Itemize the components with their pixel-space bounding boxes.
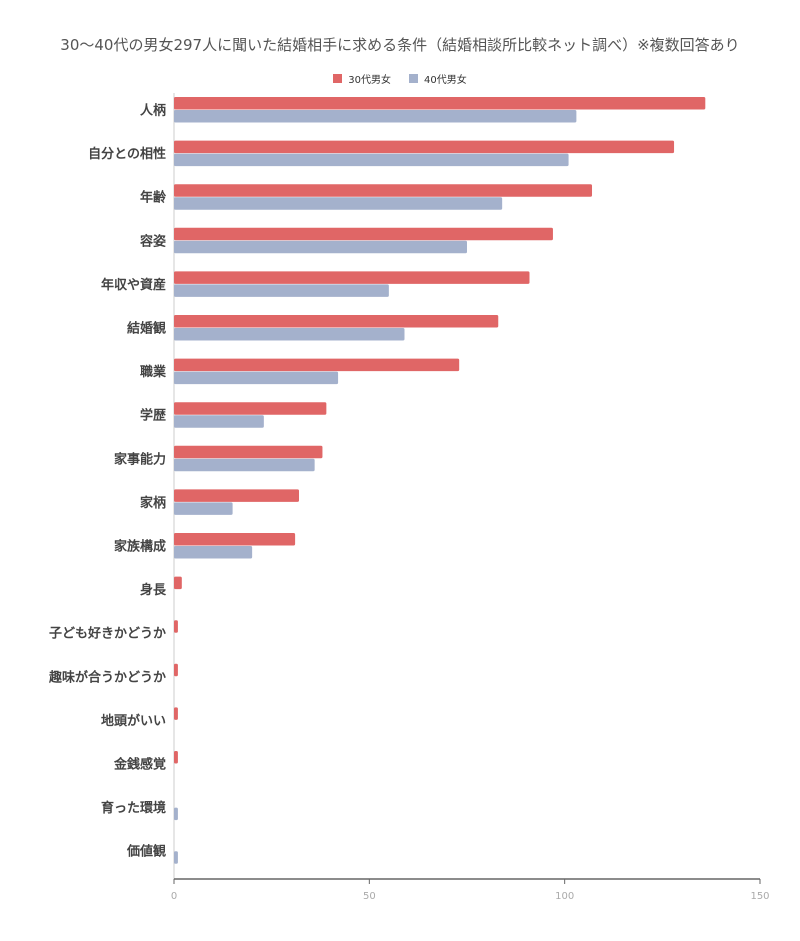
category-label: 家事能力 xyxy=(114,451,166,467)
category-label: 自分との相性 xyxy=(88,146,166,162)
category-label: 結婚観 xyxy=(127,321,166,337)
category-label: 趣味が合うかどうか xyxy=(48,669,166,685)
category-label: 家柄 xyxy=(140,495,166,511)
bar-30s-1[interactable] xyxy=(174,140,675,154)
chart-title: 30〜40代の男女297人に聞いた結婚相手に求める条件（結婚相談所比較ネット調べ… xyxy=(60,36,740,54)
legend-swatch-40s xyxy=(409,74,418,83)
bar-30s-12[interactable] xyxy=(174,620,178,633)
legend-item-40s[interactable]: 40代男女 xyxy=(409,71,467,86)
bar-40s-10[interactable] xyxy=(174,546,253,559)
bar-40s-8[interactable] xyxy=(174,458,315,472)
bar-40s-2[interactable] xyxy=(174,197,503,210)
x-tick-label: 0 xyxy=(171,891,177,902)
bar-40s-9[interactable] xyxy=(174,502,233,515)
category-label: 人柄 xyxy=(140,103,166,119)
category-label: 年収や資産 xyxy=(101,277,166,293)
legend-item-30s[interactable]: 30代男女 xyxy=(333,71,391,86)
category-label: 家族構成 xyxy=(114,539,166,555)
bar-30s-14[interactable] xyxy=(174,707,178,720)
bar-40s-6[interactable] xyxy=(174,371,339,385)
bar-40s-4[interactable] xyxy=(174,284,389,297)
legend: 30代男女 40代男女 xyxy=(0,71,800,86)
bar-30s-4[interactable] xyxy=(174,271,530,284)
bar-40s-17[interactable] xyxy=(174,851,178,864)
legend-label-40s: 40代男女 xyxy=(424,75,467,86)
category-label: 価値観 xyxy=(126,844,166,860)
bar-40s-5[interactable] xyxy=(174,328,405,341)
bar-40s-7[interactable] xyxy=(174,415,264,428)
bar-30s-15[interactable] xyxy=(174,751,178,764)
bar-30s-5[interactable] xyxy=(174,315,499,328)
bar-40s-0[interactable] xyxy=(174,110,577,123)
category-label: 育った環境 xyxy=(101,800,166,816)
category-label: 金銭感覚 xyxy=(113,757,166,773)
x-tick-label: 150 xyxy=(750,891,769,902)
bar-30s-0[interactable] xyxy=(174,97,706,110)
x-tick-label: 50 xyxy=(363,891,376,902)
bar-30s-2[interactable] xyxy=(174,184,593,197)
bar-30s-9[interactable] xyxy=(174,489,300,502)
category-label: 地頭がいい xyxy=(101,713,166,729)
category-label: 身長 xyxy=(140,582,167,598)
category-label: 職業 xyxy=(140,364,167,380)
x-tick-label: 100 xyxy=(555,891,574,902)
bar-30s-13[interactable] xyxy=(174,663,178,677)
bar-30s-8[interactable] xyxy=(174,445,323,459)
category-label: 子ども好きかどうか xyxy=(49,626,166,642)
category-label: 学歴 xyxy=(140,408,166,424)
bar-40s-16[interactable] xyxy=(174,807,178,821)
category-label: 容姿 xyxy=(139,233,166,249)
bar-30s-11[interactable] xyxy=(174,576,182,590)
bar-30s-3[interactable] xyxy=(174,227,553,241)
bar-40s-3[interactable] xyxy=(174,240,467,254)
legend-label-30s: 30代男女 xyxy=(348,75,391,86)
category-label: 年齢 xyxy=(140,190,167,206)
bar-30s-6[interactable] xyxy=(174,358,460,372)
bar-30s-7[interactable] xyxy=(174,402,327,415)
legend-swatch-30s xyxy=(333,74,343,83)
bar-30s-10[interactable] xyxy=(174,533,296,546)
bar-40s-1[interactable] xyxy=(174,153,569,167)
